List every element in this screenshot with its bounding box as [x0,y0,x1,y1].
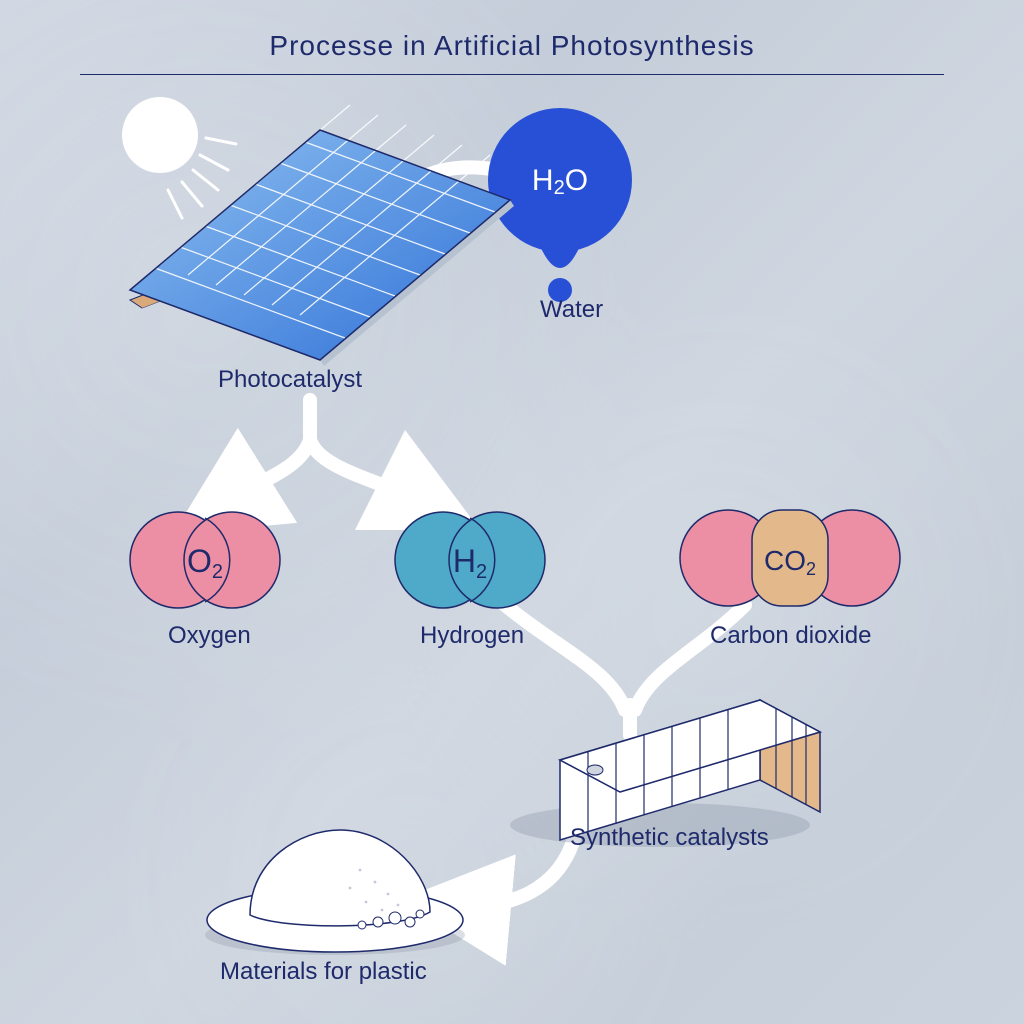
arrow-to-o2 [220,440,310,505]
water-label: Water [540,296,603,324]
hydrogen-icon: H2 [395,512,545,608]
oxygen-icon: O2 [130,512,280,608]
synthetic-label: Synthetic catalysts [570,824,769,852]
arrow-syn-to-materials [455,835,575,906]
materials-icon [205,830,465,955]
diagram-stage: Processe in Artificial Photosynthesis [0,0,1024,1024]
arrow-h2-to-syn [505,605,625,710]
diagram-svg: H2O [0,0,1024,1024]
co2-label: Carbon dioxide [710,622,871,650]
oxygen-label: Oxygen [168,622,251,650]
sun-icon [122,97,236,218]
co2-icon: CO2 [680,510,900,606]
materials-label: Materials for plastic [220,958,427,986]
arrow-to-h2 [310,440,430,505]
arrow-co2-to-syn [635,605,745,710]
photocatalyst-label: Photocatalyst [218,366,362,394]
hydrogen-label: Hydrogen [420,622,524,650]
